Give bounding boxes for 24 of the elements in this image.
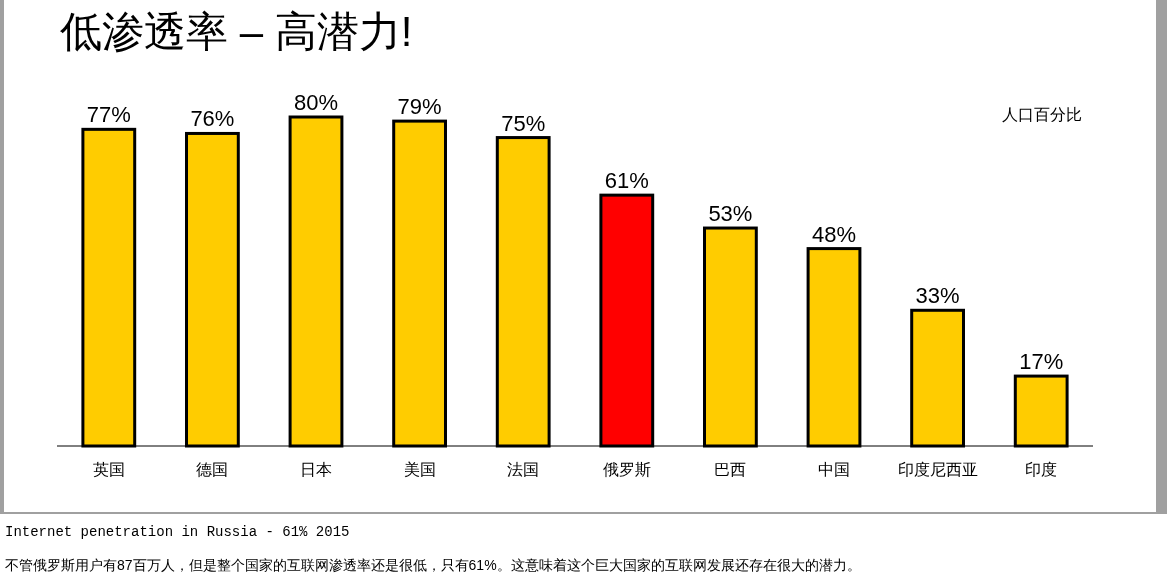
data-label: 53%	[708, 201, 753, 227]
data-label: 75%	[501, 110, 546, 136]
x-tick-label: 印度尼西亚	[897, 461, 978, 478]
text: 不管俄罗斯用户有87百万人，但是整个国家的互联网渗透率还是很低，只有61%。这意味着这个巨大国家的互联网发展还存在很大的潜力。	[5, 557, 861, 573]
data-label: 61%	[604, 168, 649, 194]
x-tick-label: 德国	[196, 461, 229, 478]
text: Internet penetration in Russia - 61% 2015	[5, 524, 350, 540]
data-label: 33%	[915, 283, 960, 309]
data-label: 77%	[86, 102, 131, 128]
x-tick-label: 中国	[818, 461, 850, 478]
data-label: 76%	[190, 106, 235, 132]
chart-title: 低渗透率 – 高潜力!	[60, 8, 413, 55]
y-axis-title: 人口百分比	[1002, 106, 1082, 123]
x-tick-label: 印度	[1025, 461, 1058, 478]
data-label: 79%	[397, 94, 442, 120]
x-tick-label: 法国	[507, 461, 540, 478]
data-label: 17%	[1019, 349, 1064, 375]
x-tick-label: 俄罗斯	[602, 461, 651, 478]
data-label: 48%	[811, 221, 857, 247]
x-tick-label: 巴西	[714, 461, 747, 478]
x-tick-label: 美国	[403, 461, 436, 478]
x-tick-label: 英国	[92, 461, 125, 478]
data-label: 80%	[293, 90, 339, 115]
x-tick-label: 日本	[300, 461, 332, 478]
